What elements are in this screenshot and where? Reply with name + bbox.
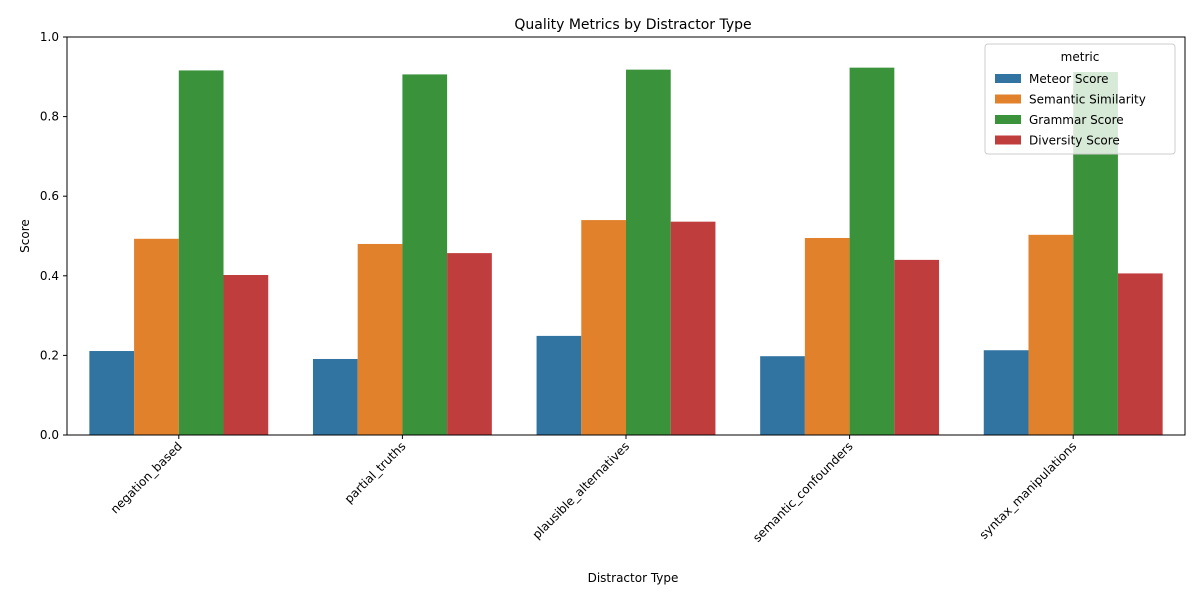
y-tick-label: 0.4	[40, 269, 59, 283]
bar	[223, 275, 269, 435]
legend-entry: Semantic Similarity	[1029, 93, 1146, 107]
bar	[849, 67, 895, 436]
bar	[581, 220, 626, 435]
legend-swatch	[995, 94, 1021, 104]
bar	[134, 238, 179, 435]
bar	[1117, 273, 1163, 435]
bar	[402, 74, 448, 435]
chart-title: Quality Metrics by Distractor Type	[514, 17, 751, 33]
legend-entry: Diversity Score	[1029, 134, 1120, 148]
legend-swatch	[995, 74, 1021, 83]
bar	[89, 351, 135, 435]
legend-swatch	[995, 135, 1021, 145]
bar	[760, 356, 805, 435]
bar	[894, 259, 940, 435]
bar	[357, 243, 403, 435]
bar	[178, 70, 224, 436]
bar	[983, 350, 1029, 435]
x-axis-label: Distractor Type	[588, 571, 679, 585]
y-tick-label: 1.0	[40, 30, 59, 44]
legend: metric Meteor Score Semantic Similarity Gra…	[984, 43, 1176, 155]
bar	[536, 335, 582, 435]
legend-swatch	[995, 115, 1021, 124]
legend-entry: Grammar Score	[1029, 113, 1124, 127]
y-tick-label: 0.0	[40, 428, 59, 442]
bar	[1028, 234, 1074, 435]
bar	[626, 69, 671, 435]
bar	[312, 358, 358, 435]
y-axis-label: Score	[18, 219, 32, 253]
bar	[670, 221, 716, 435]
bar	[447, 253, 492, 435]
bar	[804, 237, 850, 435]
legend-title: metric	[1061, 50, 1100, 64]
legend-entry: Meteor Score	[1029, 72, 1109, 86]
y-tick-label: 0.2	[40, 348, 59, 362]
legend-box	[984, 43, 1176, 155]
y-tick-label: 0.8	[40, 110, 59, 124]
y-tick-label: 0.6	[40, 189, 59, 203]
